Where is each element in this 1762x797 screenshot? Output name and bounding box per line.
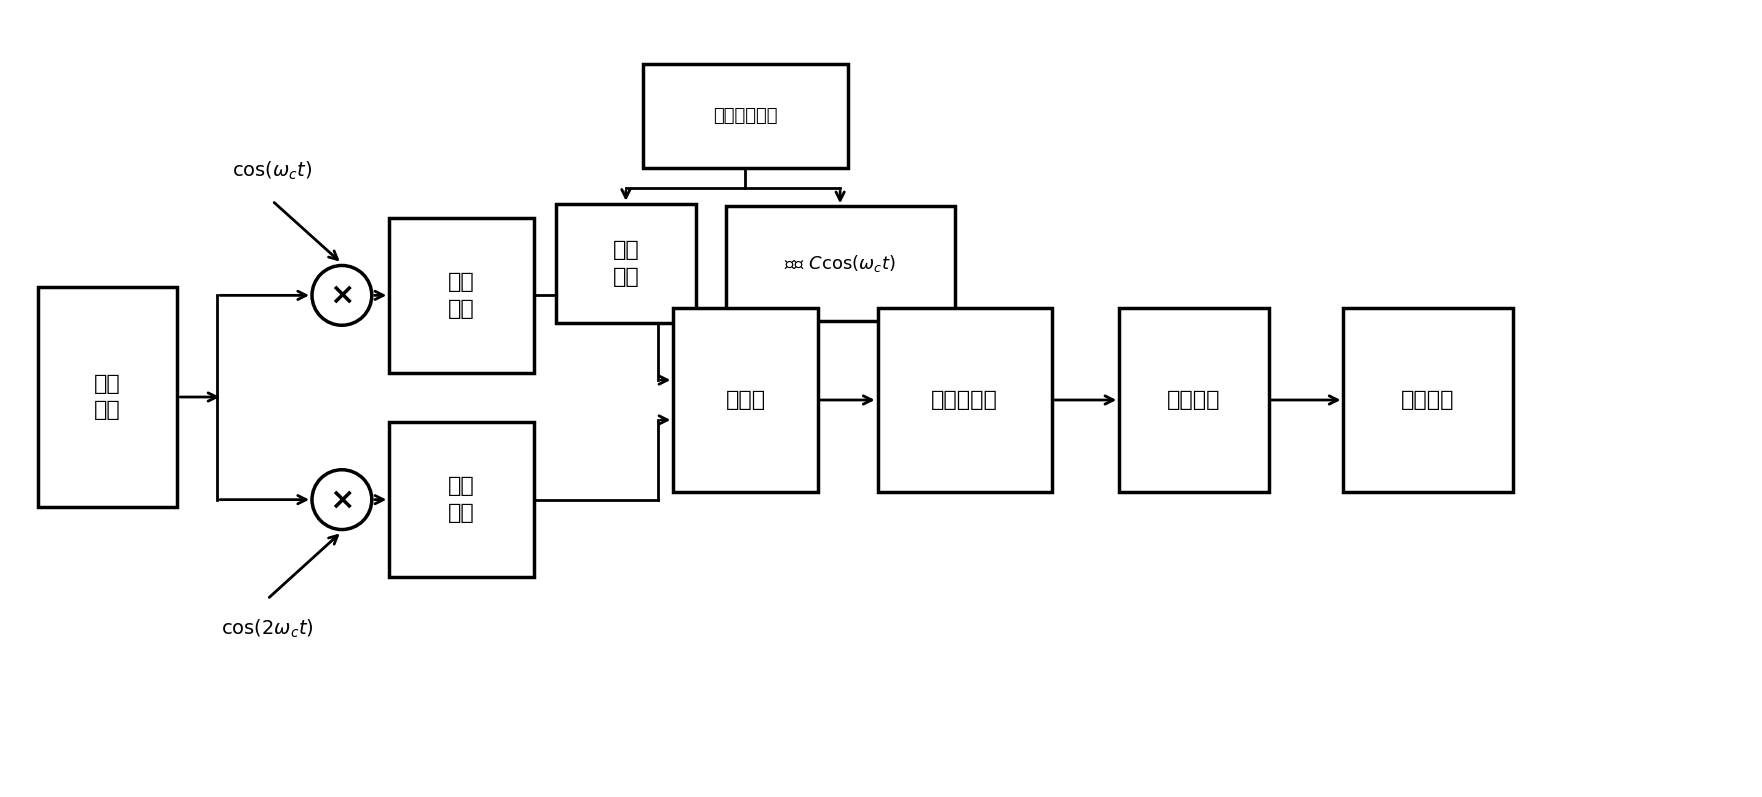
Text: 低通
滤波: 低通 滤波 [448, 477, 474, 523]
Text: 载波 $C\cos(\omega_c t)$: 载波 $C\cos(\omega_c t)$ [784, 253, 895, 274]
Text: ×: × [329, 485, 354, 514]
Bar [39, 288, 178, 507]
Text: 低通
滤波: 低通 滤波 [448, 272, 474, 319]
Ellipse shape [312, 469, 372, 529]
Bar [1343, 308, 1514, 493]
Text: 干涉
信号: 干涉 信号 [613, 240, 640, 287]
Text: ×: × [329, 281, 354, 310]
Text: $\cos(2\omega_c t)$: $\cos(2\omega_c t)$ [220, 618, 314, 640]
Text: 值域扩展: 值域扩展 [1166, 390, 1221, 410]
Bar [389, 218, 534, 372]
Text: 反正切函数: 反正切函数 [932, 390, 997, 410]
Ellipse shape [312, 265, 372, 325]
Text: 干涉
信号: 干涉 信号 [95, 374, 122, 420]
Text: $\cos(\omega_c t)$: $\cos(\omega_c t)$ [233, 159, 312, 182]
Bar [389, 422, 534, 577]
Bar [643, 64, 848, 168]
Bar [557, 204, 696, 324]
Text: 数据处理模块: 数据处理模块 [714, 107, 777, 125]
Bar [877, 308, 1052, 493]
Bar [673, 308, 818, 493]
Bar [726, 206, 955, 320]
Bar [1119, 308, 1269, 493]
Text: 相位输出: 相位输出 [1401, 390, 1455, 410]
Text: 除法器: 除法器 [726, 390, 765, 410]
